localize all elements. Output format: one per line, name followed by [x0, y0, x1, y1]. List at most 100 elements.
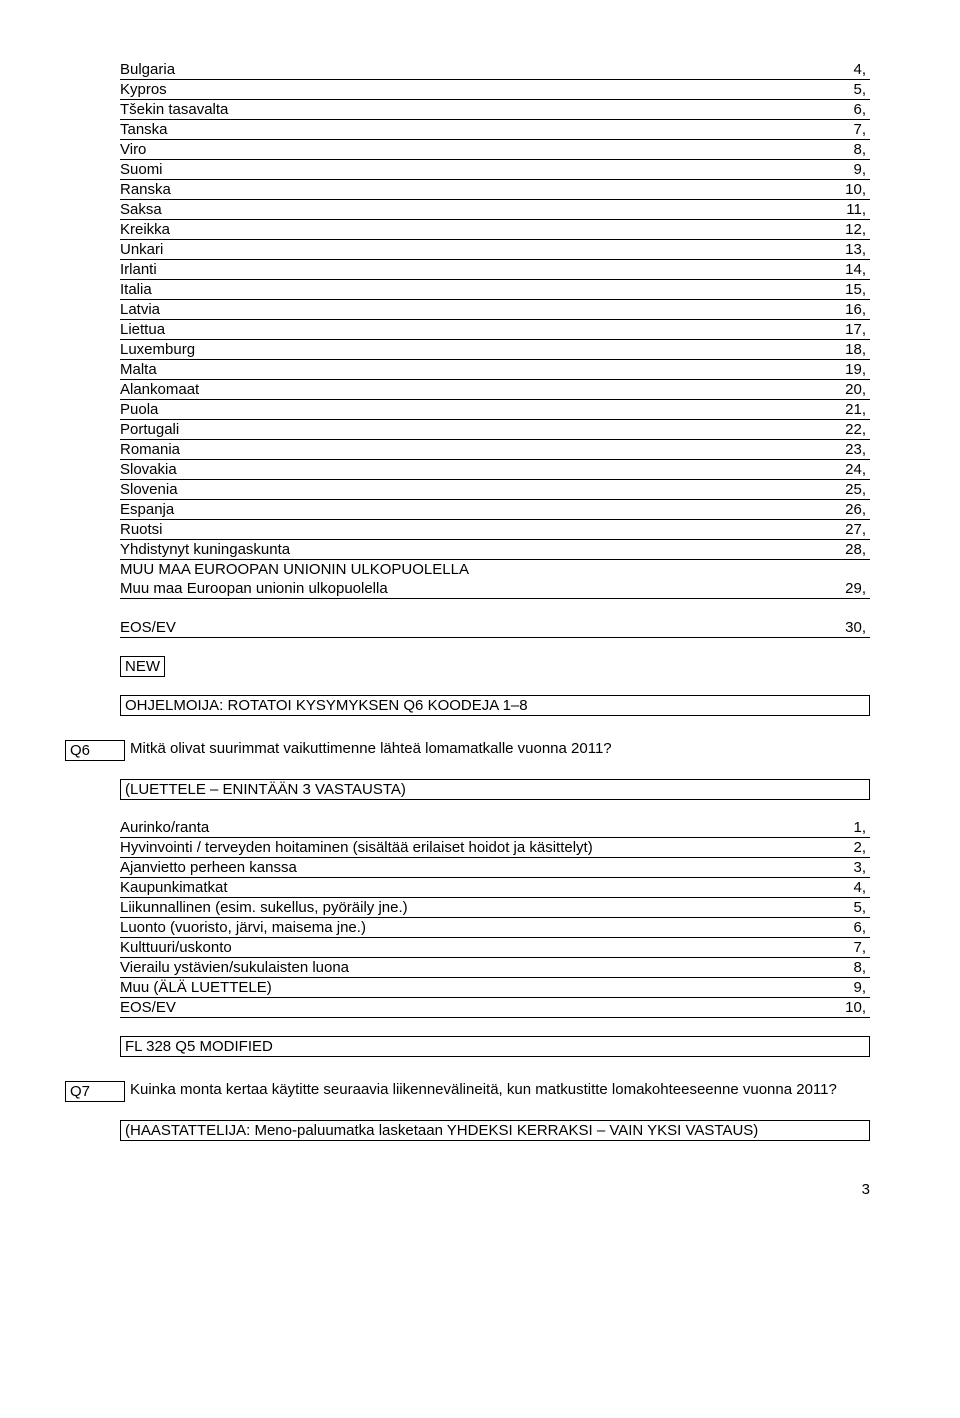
table-row: Suomi9, [120, 160, 870, 180]
table-row: Alankomaat20, [120, 380, 870, 400]
option-code: 7, [806, 939, 870, 956]
q6-footer: FL 328 Q5 MODIFIED [120, 1036, 870, 1057]
table-row: Malta19, [120, 360, 870, 380]
option-code: 9, [806, 979, 870, 996]
country-name: Suomi [120, 161, 806, 178]
country-code: 21, [806, 401, 870, 418]
country-code: 23, [806, 441, 870, 458]
country-name: Luxemburg [120, 341, 806, 358]
table-row: Slovenia25, [120, 480, 870, 500]
table-row: Puola21, [120, 400, 870, 420]
table-row: Ranska10, [120, 180, 870, 200]
eos-row: EOS/EV 30, [120, 618, 870, 638]
country-name: Unkari [120, 241, 806, 258]
country-name: Tanska [120, 121, 806, 138]
option-label: Muu (ÄLÄ LUETTELE) [120, 979, 806, 996]
country-code: 18, [806, 341, 870, 358]
country-code: 4, [806, 61, 870, 78]
table-row: Aurinko/ranta1, [120, 818, 870, 838]
country-code: 17, [806, 321, 870, 338]
q6-instruction: (LUETTELE – ENINTÄÄN 3 VASTAUSTA) [120, 779, 870, 800]
table-row: Irlanti14, [120, 260, 870, 280]
country-code: 28, [806, 541, 870, 558]
table-row: Muu (ÄLÄ LUETTELE)9, [120, 978, 870, 998]
table-row: EOS/EV10, [120, 998, 870, 1018]
country-code: 8, [806, 141, 870, 158]
option-label: Luonto (vuoristo, järvi, maisema jne.) [120, 919, 806, 936]
muu-header: MUU MAA EUROOPAN UNIONIN ULKOPUOLELLA [120, 561, 806, 578]
q6-text: Mitkä olivat suurimmat vaikuttimenne läh… [130, 740, 870, 757]
country-code: 26, [806, 501, 870, 518]
option-code: 1, [806, 819, 870, 836]
country-code: 10, [806, 181, 870, 198]
table-row: Yhdistynyt kuningaskunta28, [120, 540, 870, 560]
table-row: Kulttuuri/uskonto7, [120, 938, 870, 958]
table-row: Portugali22, [120, 420, 870, 440]
q6-footer-block: FL 328 Q5 MODIFIED [120, 1036, 870, 1057]
table-row: Kypros5, [120, 80, 870, 100]
country-code: 11, [806, 201, 870, 218]
q6-instruction-block: (LUETTELE – ENINTÄÄN 3 VASTAUSTA) [120, 779, 870, 800]
q7-row: Q7 Kuinka monta kertaa käytitte seuraavi… [120, 1081, 870, 1102]
table-row: Luonto (vuoristo, järvi, maisema jne.)6, [120, 918, 870, 938]
country-code: 9, [806, 161, 870, 178]
country-code: 13, [806, 241, 870, 258]
option-label: Ajanvietto perheen kanssa [120, 859, 806, 876]
muu-code: 29, [806, 580, 870, 597]
country-name: Kypros [120, 81, 806, 98]
table-row: Saksa11, [120, 200, 870, 220]
option-code: 5, [806, 899, 870, 916]
option-code: 6, [806, 919, 870, 936]
option-label: Hyvinvointi / terveyden hoitaminen (sisä… [120, 839, 806, 856]
country-name: Ruotsi [120, 521, 806, 538]
country-name: Kreikka [120, 221, 806, 238]
blank-row [120, 599, 870, 618]
option-code: 4, [806, 879, 870, 896]
table-row: Tanska7, [120, 120, 870, 140]
q6-id: Q6 [65, 740, 125, 761]
country-name: Bulgaria [120, 61, 806, 78]
page-number: 3 [100, 1181, 880, 1198]
q7-id: Q7 [65, 1081, 125, 1102]
option-code: 10, [806, 999, 870, 1016]
country-name: Espanja [120, 501, 806, 518]
muu-row: Muu maa Euroopan unionin ulkopuolella 29… [120, 579, 870, 599]
country-code: 16, [806, 301, 870, 318]
country-name: Alankomaat [120, 381, 806, 398]
ohjelmoija-block: OHJELMOIJA: ROTATOI KYSYMYKSEN Q6 KOODEJ… [120, 695, 870, 716]
countries-table: Bulgaria4,Kypros5,Tšekin tasavalta6,Tans… [120, 60, 870, 638]
country-code: 22, [806, 421, 870, 438]
country-code: 15, [806, 281, 870, 298]
option-label: Vierailu ystävien/sukulaisten luona [120, 959, 806, 976]
table-row: Romania23, [120, 440, 870, 460]
ohjelmoija-text: OHJELMOIJA: ROTATOI KYSYMYKSEN Q6 KOODEJ… [120, 695, 870, 716]
option-code: 2, [806, 839, 870, 856]
muu-label: Muu maa Euroopan unionin ulkopuolella [120, 580, 806, 597]
table-row: Bulgaria4, [120, 60, 870, 80]
country-name: Viro [120, 141, 806, 158]
new-label: NEW [120, 656, 165, 677]
country-name: Italia [120, 281, 806, 298]
country-name: Romania [120, 441, 806, 458]
q7-instruction-block: (HAASTATTELIJA: Meno-paluumatka lasketaa… [120, 1120, 870, 1141]
country-code: 25, [806, 481, 870, 498]
country-name: Slovenia [120, 481, 806, 498]
eos-label: EOS/EV [120, 619, 806, 636]
country-code: 14, [806, 261, 870, 278]
table-row: Liettua17, [120, 320, 870, 340]
table-row: Ruotsi27, [120, 520, 870, 540]
country-name: Irlanti [120, 261, 806, 278]
table-row: Ajanvietto perheen kanssa3, [120, 858, 870, 878]
option-label: Kaupunkimatkat [120, 879, 806, 896]
table-row: Tšekin tasavalta6, [120, 100, 870, 120]
country-name: Latvia [120, 301, 806, 318]
country-code: 24, [806, 461, 870, 478]
q7-instruction: (HAASTATTELIJA: Meno-paluumatka lasketaa… [120, 1120, 870, 1141]
country-name: Tšekin tasavalta [120, 101, 806, 118]
country-name: Liettua [120, 321, 806, 338]
country-code: 19, [806, 361, 870, 378]
q7-text: Kuinka monta kertaa käytitte seuraavia l… [130, 1081, 870, 1098]
country-code: 12, [806, 221, 870, 238]
country-name: Saksa [120, 201, 806, 218]
option-label: Aurinko/ranta [120, 819, 806, 836]
